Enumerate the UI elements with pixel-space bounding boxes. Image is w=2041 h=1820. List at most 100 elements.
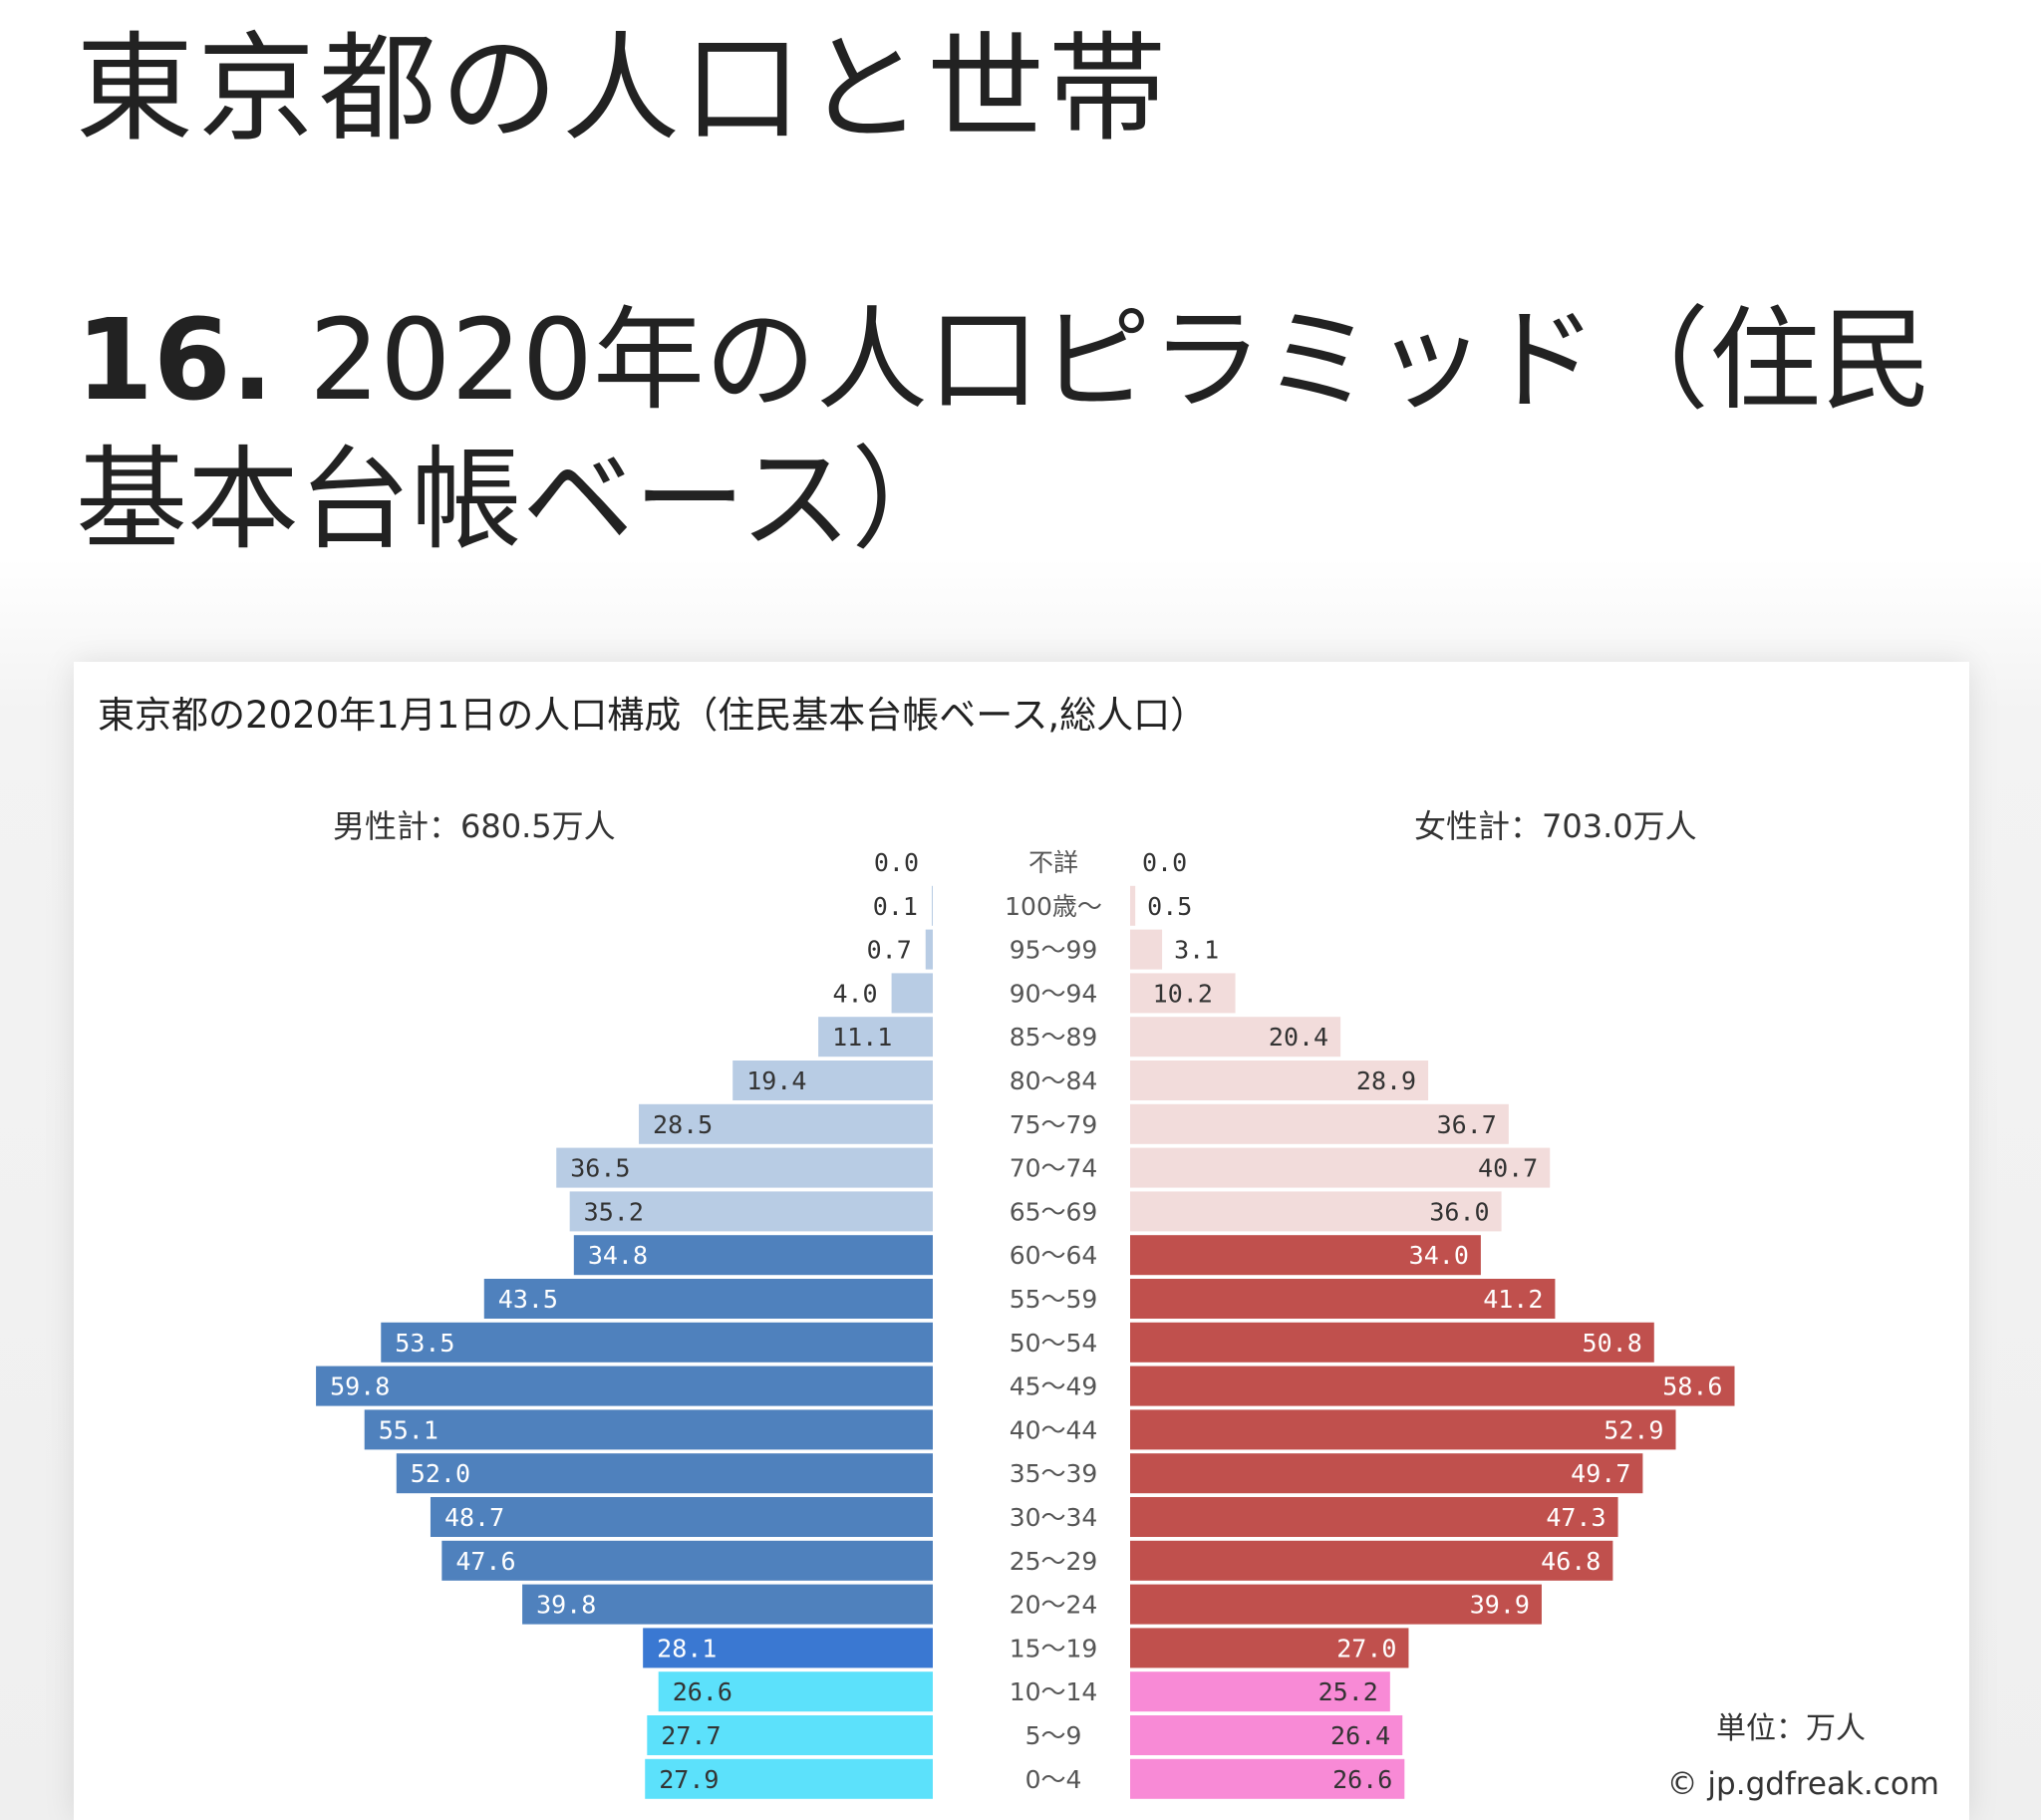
chart-title: 東京都の2020年1月1日の人口構成（住民基本台帳ベース,総人口）	[98, 694, 1207, 737]
female-value-label: 47.3	[1546, 1503, 1605, 1532]
female-bar	[1130, 1584, 1542, 1625]
female-bar	[1130, 1103, 1509, 1144]
age-label: 45～49	[1010, 1372, 1098, 1401]
male-bar	[364, 1409, 934, 1450]
male-bar	[556, 1147, 933, 1188]
male-value-label: 27.7	[661, 1721, 721, 1750]
male-bar	[925, 929, 933, 970]
female-value-label: 28.9	[1356, 1066, 1416, 1095]
female-value-label: 34.0	[1409, 1241, 1469, 1270]
female-bar	[1130, 1191, 1502, 1232]
female-value-label: 40.7	[1478, 1154, 1538, 1183]
male-bar	[430, 1497, 933, 1537]
female-bar	[1130, 1061, 1429, 1100]
female-bar	[1130, 1497, 1618, 1537]
male-value-label: 4.0	[832, 979, 877, 1008]
male-value-label: 39.8	[536, 1591, 596, 1620]
section-title-text: 2020年の人口ピラミッド（住民基本台帳ベース）	[76, 296, 1933, 565]
male-value-label: 0.0	[874, 848, 919, 877]
male-value-label: 0.1	[873, 892, 918, 921]
age-label: 85～89	[1010, 1023, 1098, 1052]
female-value-label: 52.9	[1604, 1415, 1663, 1444]
male-value-label: 26.6	[673, 1677, 732, 1706]
credit-text: © jp.gdfreak.com	[1667, 1766, 1939, 1802]
female-value-label: 26.4	[1330, 1721, 1390, 1750]
female-value-label: 0.5	[1147, 892, 1192, 921]
male-bar	[645, 1758, 933, 1799]
section-number: 16.	[76, 296, 274, 426]
male-value-label: 53.5	[395, 1329, 454, 1358]
male-value-label: 48.7	[444, 1503, 504, 1532]
female-value-label: 0.0	[1142, 848, 1187, 877]
age-label: 10～14	[1010, 1677, 1098, 1706]
female-value-label: 36.0	[1429, 1197, 1489, 1226]
age-label: 60～64	[1010, 1241, 1098, 1270]
male-value-label: 35.2	[584, 1197, 644, 1226]
female-bar	[1130, 1279, 1556, 1319]
male-bar	[931, 885, 933, 926]
male-bar	[891, 973, 933, 1014]
unit-label: 単位：万人	[1716, 1711, 1866, 1746]
male-value-label: 0.7	[867, 936, 912, 965]
female-value-label: 10.2	[1153, 979, 1213, 1008]
age-label: 90～94	[1010, 979, 1098, 1008]
female-bar	[1130, 1540, 1613, 1581]
age-label: 100歳～	[1005, 892, 1102, 921]
male-bar	[639, 1103, 933, 1144]
male-bar	[573, 1235, 933, 1276]
chart-card: 東京都の2020年1月1日の人口構成（住民基本台帳ベース,総人口） 男性計：680…	[74, 662, 1969, 1820]
female-value-label: 3.1	[1174, 936, 1219, 965]
female-bar	[1130, 1715, 1403, 1755]
female-value-label: 20.4	[1269, 1023, 1328, 1052]
female-total-label: 女性計：703.0万人	[1414, 807, 1697, 845]
female-bar	[1130, 1322, 1654, 1363]
male-total-label: 男性計：680.5万人	[333, 807, 616, 845]
female-value-label: 26.6	[1332, 1765, 1392, 1794]
male-bar	[396, 1453, 933, 1494]
male-value-label: 59.8	[330, 1372, 390, 1401]
male-bar	[647, 1715, 933, 1755]
female-bar	[1130, 1758, 1405, 1799]
male-bar	[483, 1279, 933, 1319]
female-bar	[1130, 1409, 1676, 1450]
female-value-label: 49.7	[1571, 1459, 1630, 1488]
age-label: 40～44	[1010, 1415, 1098, 1444]
female-bar	[1130, 973, 1236, 1014]
male-value-label: 47.6	[455, 1547, 515, 1576]
male-bar	[732, 1061, 933, 1100]
male-bar	[316, 1365, 933, 1406]
male-bar	[522, 1584, 933, 1625]
age-label: 25～29	[1010, 1547, 1098, 1576]
male-bar	[818, 1017, 933, 1058]
female-bar	[1130, 1453, 1643, 1494]
male-value-label: 28.5	[653, 1110, 713, 1139]
male-value-label: 52.0	[411, 1459, 470, 1488]
population-pyramid-chart: 東京都の2020年1月1日の人口構成（住民基本台帳ベース,総人口） 男性計：680…	[98, 694, 1939, 1802]
male-value-label: 34.8	[588, 1241, 648, 1270]
male-value-label: 36.5	[570, 1154, 630, 1183]
male-value-label: 28.1	[657, 1634, 717, 1663]
female-value-label: 27.0	[1336, 1634, 1396, 1663]
male-bar	[643, 1628, 933, 1668]
female-value-label: 41.2	[1483, 1285, 1543, 1314]
female-bar	[1130, 1017, 1341, 1058]
age-label: 70～74	[1010, 1154, 1098, 1183]
age-label: 50～54	[1010, 1329, 1098, 1358]
male-value-label: 11.1	[832, 1023, 892, 1052]
male-bar	[441, 1540, 933, 1581]
female-bar	[1130, 1235, 1481, 1276]
age-label: 35～39	[1010, 1459, 1098, 1488]
female-value-label: 46.8	[1541, 1547, 1601, 1576]
female-bar	[1130, 1671, 1390, 1712]
female-value-label: 39.9	[1470, 1591, 1530, 1620]
female-bar	[1130, 1365, 1735, 1406]
male-value-label: 55.1	[379, 1415, 438, 1444]
section-title: 16. 2020年の人口ピラミッド（住民基本台帳ベース）	[76, 291, 1969, 570]
male-value-label: 27.9	[659, 1765, 719, 1794]
male-bar	[381, 1322, 933, 1363]
male-value-label: 43.5	[498, 1285, 558, 1314]
age-label: 65～69	[1010, 1197, 1098, 1226]
female-value-label: 50.8	[1583, 1329, 1642, 1358]
age-label: 15～19	[1010, 1634, 1098, 1663]
page-title: 東京都の人口と世帯	[76, 20, 1171, 157]
